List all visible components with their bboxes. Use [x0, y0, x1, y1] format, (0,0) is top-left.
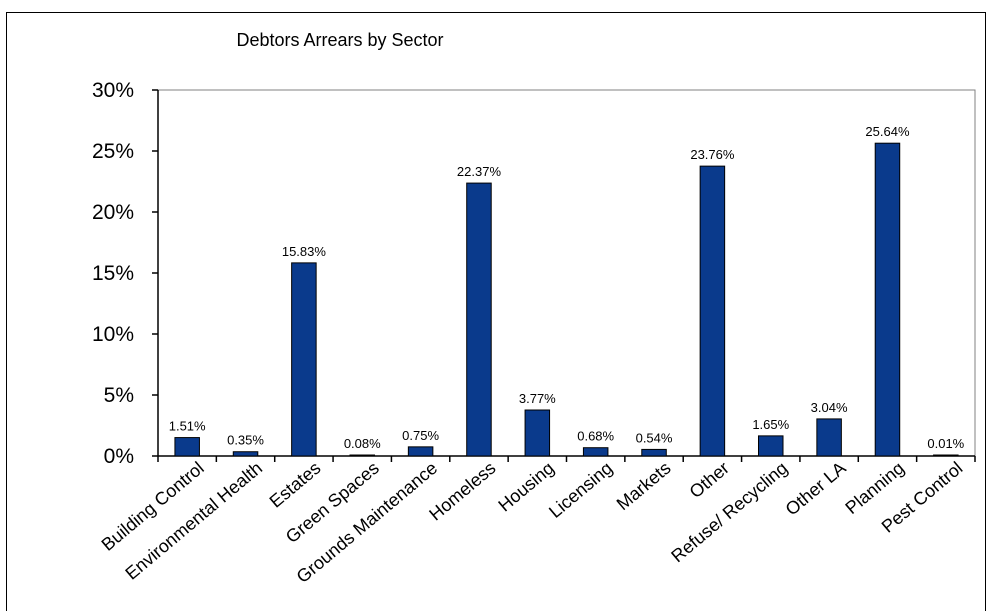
y-tick-label: 20%: [92, 201, 134, 224]
bar: [816, 418, 842, 457]
bar: [933, 454, 959, 457]
data-label: 23.76%: [690, 147, 735, 162]
plot-border: [157, 89, 976, 457]
bar: [466, 182, 492, 457]
data-label: 22.37%: [457, 164, 502, 179]
data-label: 0.68%: [577, 429, 614, 444]
plot-area: 0% 5% 10% 15% 20% 25% 30% 1.51% Building Control…: [92, 79, 976, 587]
data-label: 0.75%: [402, 428, 439, 443]
bar: [524, 409, 551, 457]
data-label: 0.01%: [927, 436, 964, 451]
data-label: 3.04%: [811, 400, 848, 415]
data-label: 15.83%: [282, 244, 327, 259]
data-label: 1.65%: [752, 417, 789, 432]
data-label: 1.51%: [169, 419, 206, 434]
bar: [641, 448, 667, 457]
bar: [291, 262, 317, 457]
chart-frame: [6, 12, 986, 611]
category-label: Markets: [613, 458, 675, 514]
y-tick-label: 5%: [104, 384, 134, 407]
category-label: Other LA: [782, 458, 850, 520]
data-label: 0.35%: [227, 433, 264, 448]
category-label: Licensing: [545, 458, 616, 522]
y-tick-label: 30%: [92, 79, 134, 102]
y-tick-label: 10%: [92, 323, 134, 346]
bar: [349, 454, 376, 457]
data-label: 25.64%: [865, 124, 910, 139]
bar: [582, 447, 609, 457]
category-label: Building Control: [98, 458, 208, 555]
data-label: 0.08%: [344, 436, 381, 451]
bar: [699, 165, 726, 457]
bar: [232, 451, 259, 457]
bar: [874, 142, 901, 457]
bar: [174, 437, 200, 457]
data-label: 3.77%: [519, 391, 556, 406]
data-label: 0.54%: [636, 430, 673, 445]
y-tick-label: 25%: [92, 140, 134, 163]
chart-title: Debtors Arrears by Sector: [236, 30, 444, 50]
bar: [757, 435, 784, 457]
bar: [407, 446, 434, 457]
y-tick-label: 0%: [104, 445, 134, 468]
category-label: Other: [686, 458, 733, 502]
y-tick-label: 15%: [92, 262, 134, 285]
